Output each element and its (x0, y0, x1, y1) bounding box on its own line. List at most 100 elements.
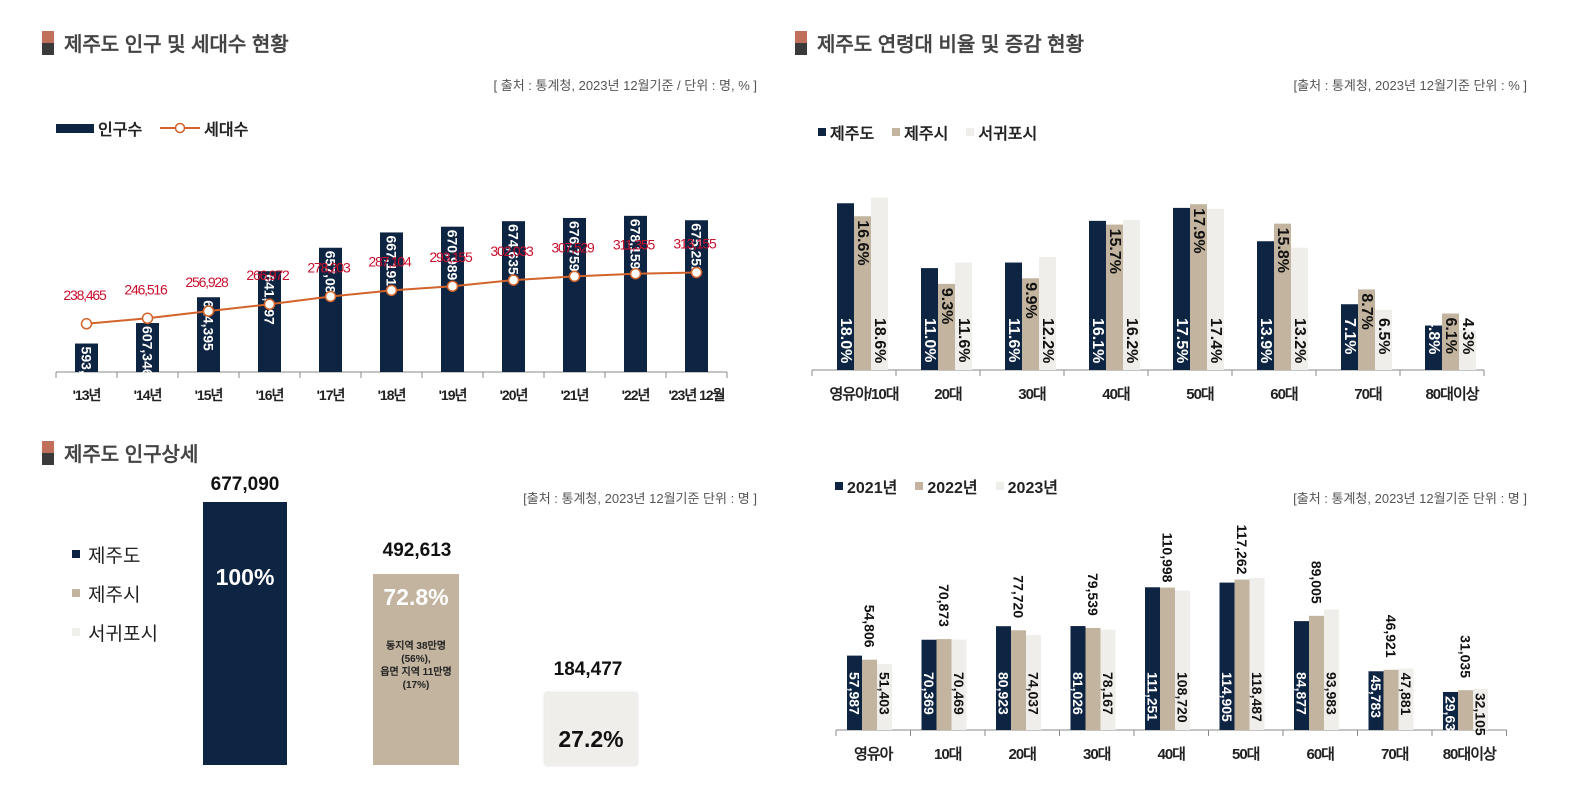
age-population-label: 118,487 (1249, 672, 1265, 722)
age-ratio-bar (871, 197, 888, 370)
age-ratio-label: 18.6% (871, 318, 888, 363)
x-tick-label: '13년 (73, 387, 101, 403)
x-tick-label: 60대 (1307, 746, 1335, 763)
legend-households-label: 세대수 (204, 122, 249, 139)
x-tick-label: 40대 (1158, 746, 1186, 763)
age-population-bar (936, 639, 952, 730)
household-point (629, 267, 642, 280)
x-tick-label: '23년 12월 (668, 387, 724, 403)
age-population-bar (1324, 609, 1339, 730)
age-population-bar (1219, 582, 1235, 730)
age-ratio-bar (938, 283, 955, 370)
legend-jeju-province: 제주도 (72, 543, 158, 567)
age-ratio-label: 9.3% (938, 288, 955, 324)
age-ratio-label: 6.1% (1442, 317, 1459, 353)
legend-label: 2021년 (847, 480, 898, 497)
age-population-label: 117,262 (1234, 525, 1250, 575)
population-bar-label: 674,635 (506, 224, 522, 275)
age-ratio-label: 17.9% (1190, 208, 1207, 253)
age-population-bar (1100, 629, 1116, 730)
legend-2022: 2022년 (915, 474, 978, 498)
population-bar (319, 247, 342, 372)
title-mark-icon (795, 30, 807, 55)
age-population-label: 51,403 (877, 672, 893, 715)
household-point (263, 298, 276, 310)
household-label: 313,155 (673, 235, 717, 251)
age-ratio-bar (955, 262, 972, 370)
household-point (568, 270, 581, 283)
legend-2021: 2021년 (835, 474, 897, 498)
x-tick-label: 영유아 (854, 745, 894, 763)
x-tick-label: 50대 (1232, 746, 1260, 763)
jeju-city-bar (373, 573, 459, 765)
household-label: 266,972 (246, 267, 290, 283)
age-ratio-label: 11.0% (921, 318, 938, 362)
age-population-label: 32,105 (1473, 693, 1489, 736)
population-bar-label: 667,191 (384, 235, 400, 286)
population-bar-label: 678,159 (628, 219, 644, 270)
x-tick-label: '18년 (378, 387, 406, 403)
population-bar-label: 607,346 (140, 326, 156, 377)
legend-label: 서귀포시 (978, 126, 1038, 143)
legend-line-icon (160, 122, 201, 134)
panel1-title: 제주도 인구 및 세대수 현황 (42, 28, 289, 57)
age-ratio-bar (854, 216, 871, 370)
age-ratio-label: 12.2% (1039, 318, 1056, 363)
x-tick-label: 영유아/10대 (829, 385, 898, 403)
age-ratio-bar (1207, 208, 1224, 370)
age-population-label: 29,638 (1443, 696, 1459, 739)
x-tick-label: 20대 (1009, 746, 1037, 763)
x-tick-label: '14년 (134, 387, 162, 403)
panel2-title-text: 제주도 연령대 비율 및 증감 현황 (817, 34, 1084, 56)
legend-jeju-city: 제주시 (72, 582, 158, 606)
age-population-label: 114,905 (1219, 672, 1235, 722)
title-mark-icon (42, 440, 54, 465)
age-ratio-bar (1190, 204, 1207, 370)
population-bar-label: 670,989 (445, 230, 461, 281)
age-population-bar (1085, 627, 1101, 730)
household-point (690, 266, 703, 279)
age-population-bar (1458, 690, 1473, 730)
age-population-bar (1249, 578, 1265, 730)
age-ratio-bar (1123, 219, 1140, 370)
age-population-bar (996, 626, 1011, 730)
household-point (507, 274, 520, 286)
x-tick-label: 80대이상 (1443, 746, 1497, 763)
legend-label: 2022년 (927, 480, 978, 497)
jeju-province-share: 100% (215, 564, 275, 590)
note-line: 동지역 38만명 (386, 641, 446, 652)
household-point (446, 280, 459, 292)
age-ratio-label: 16.1% (1089, 318, 1106, 363)
x-tick-label: 70대 (1381, 746, 1409, 763)
panel3-source: [출처 : 통계청, 2023년 12월기준 단위 : 명 ] (523, 491, 757, 506)
age-population-label: 46,921 (1383, 615, 1399, 658)
age-population-label: 80,923 (996, 672, 1012, 715)
age-ratio-bar (1173, 207, 1190, 370)
note-line: 읍면 지역 11만명 (380, 667, 452, 678)
age-population-label: 89,005 (1309, 561, 1325, 604)
population-bar-label: 593,806 (79, 347, 95, 398)
panel3-title-text: 제주도 인구상세 (64, 444, 199, 466)
population-bar (75, 343, 98, 372)
legend-population: 인구수 (56, 116, 142, 140)
household-point (324, 290, 337, 303)
population-bar (136, 323, 159, 372)
panel2-legend: 제주도 제주시 서귀포시 (818, 120, 1047, 144)
age-population-label: 45,783 (1368, 675, 1384, 718)
age-population-bar (1309, 615, 1324, 730)
age-population-label: 74,037 (1026, 672, 1042, 715)
legend-label: 서귀포시 (88, 623, 158, 645)
population-bar-label: 657,083 (323, 251, 339, 302)
x-tick-label: 40대 (1102, 386, 1130, 403)
age-ratio-bar (1425, 325, 1442, 370)
legend-swatch-bar (56, 123, 94, 133)
panel3-title: 제주도 인구상세 (42, 438, 198, 467)
age-population-label: 79,539 (1085, 573, 1101, 616)
age-population-label: 57,987 (847, 672, 863, 715)
age-population-bar (921, 639, 937, 730)
x-tick-label: '21년 (561, 387, 589, 403)
jeju-city-value: 492,613 (382, 539, 452, 561)
age-ratio-bar (1291, 247, 1308, 370)
population-bar-label: 675,252 (689, 223, 705, 274)
legend-households: 세대수 (160, 116, 248, 140)
